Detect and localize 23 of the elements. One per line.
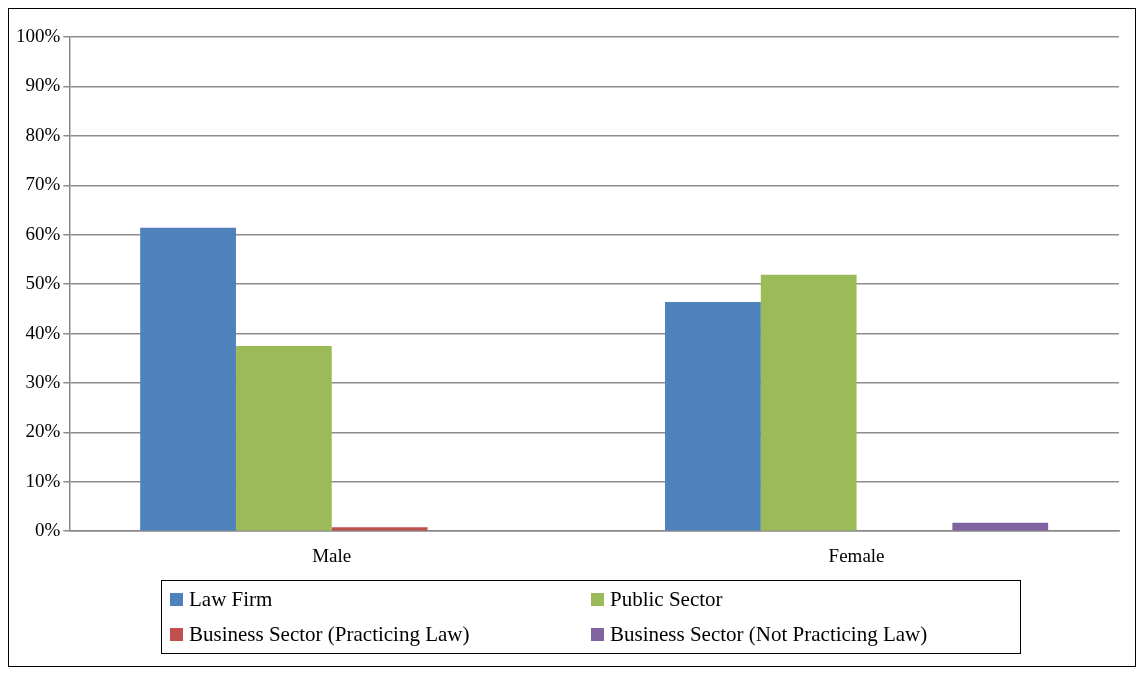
legend-label: Business Sector (Practicing Law) xyxy=(189,622,470,647)
bar xyxy=(760,274,857,531)
y-tick-label: 0% xyxy=(35,519,61,541)
y-tick-label: 20% xyxy=(25,420,61,442)
bar xyxy=(331,527,428,531)
x-tick-label: Female xyxy=(828,544,885,566)
legend-label: Business Sector (Not Practicing Law) xyxy=(610,622,928,647)
y-tick-label: 70% xyxy=(25,173,61,195)
bar xyxy=(952,522,1049,531)
x-tick-label: Male xyxy=(312,544,352,566)
bar xyxy=(235,345,332,531)
legend-label: Law Firm xyxy=(189,587,273,612)
legend-label: Public Sector xyxy=(610,587,723,612)
y-tick-label: 90% xyxy=(25,74,61,96)
y-tick-label: 100% xyxy=(16,24,61,46)
y-tick-label: 10% xyxy=(25,469,61,491)
y-tick-label: 50% xyxy=(25,272,61,294)
bar xyxy=(140,227,236,531)
y-tick-label: 60% xyxy=(25,222,61,244)
y-tick-label: 30% xyxy=(25,370,61,392)
y-tick-label: 40% xyxy=(25,321,61,343)
y-tick-label: 80% xyxy=(25,123,61,145)
bar xyxy=(665,301,761,531)
